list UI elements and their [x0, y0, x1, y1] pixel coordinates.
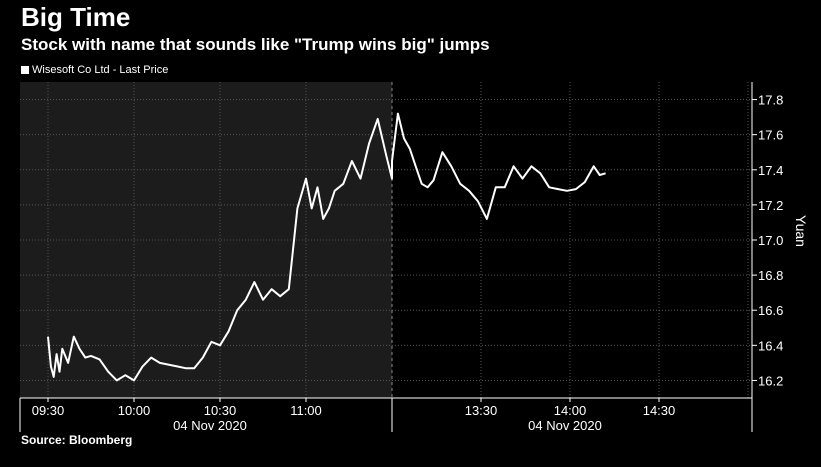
x-axis-date-labels: 04 Nov 2020 04 Nov 2020 [173, 418, 602, 433]
y-tick-label: 16.6 [758, 303, 783, 318]
series-line-wisesoft [47, 112, 606, 382]
y-tick-label: 17.4 [758, 163, 783, 178]
x-tick-label: 10:00 [118, 403, 151, 418]
x-tick-label: 14:30 [643, 403, 676, 418]
x-tick-label: 09:30 [32, 403, 65, 418]
y-tick-label: 17.8 [758, 93, 783, 108]
y-tick-label: 17.0 [758, 233, 783, 248]
y-tick-label: 16.8 [758, 268, 783, 283]
y-tick-label: 16.4 [758, 338, 783, 353]
y-tick-label: 16.2 [758, 373, 783, 388]
x-tick-label: 10:30 [204, 403, 237, 418]
y-axis-ticks: 16.2 16.4 16.6 16.8 17.0 17.2 17.4 17.6 17.8 [752, 93, 783, 388]
legend-swatch [21, 66, 29, 74]
chart-subtitle: Stock with name that sounds like "Trump … [21, 35, 490, 54]
source-note: Source: Bloomberg [21, 433, 133, 447]
y-tick-label: 17.6 [758, 128, 783, 143]
y-tick-label: 17.2 [758, 198, 783, 213]
x-date-label: 04 Nov 2020 [173, 418, 247, 433]
x-tick-label: 11:00 [290, 403, 322, 418]
grid-lines [20, 82, 752, 398]
x-tick-label: 14:00 [554, 403, 587, 418]
legend-label: Wisesoft Co Ltd - Last Price [32, 64, 169, 76]
y-axis-label: Yuan [793, 215, 809, 247]
x-axis-ticks: 09:30 10:00 10:30 11:00 13:30 14:00 14:30 [32, 398, 676, 418]
x-tick-label: 13:30 [465, 403, 498, 418]
legend: Wisesoft Co Ltd - Last Price [21, 64, 168, 76]
x-date-label: 04 Nov 2020 [528, 418, 602, 433]
chart-title: Big Time [21, 2, 131, 32]
